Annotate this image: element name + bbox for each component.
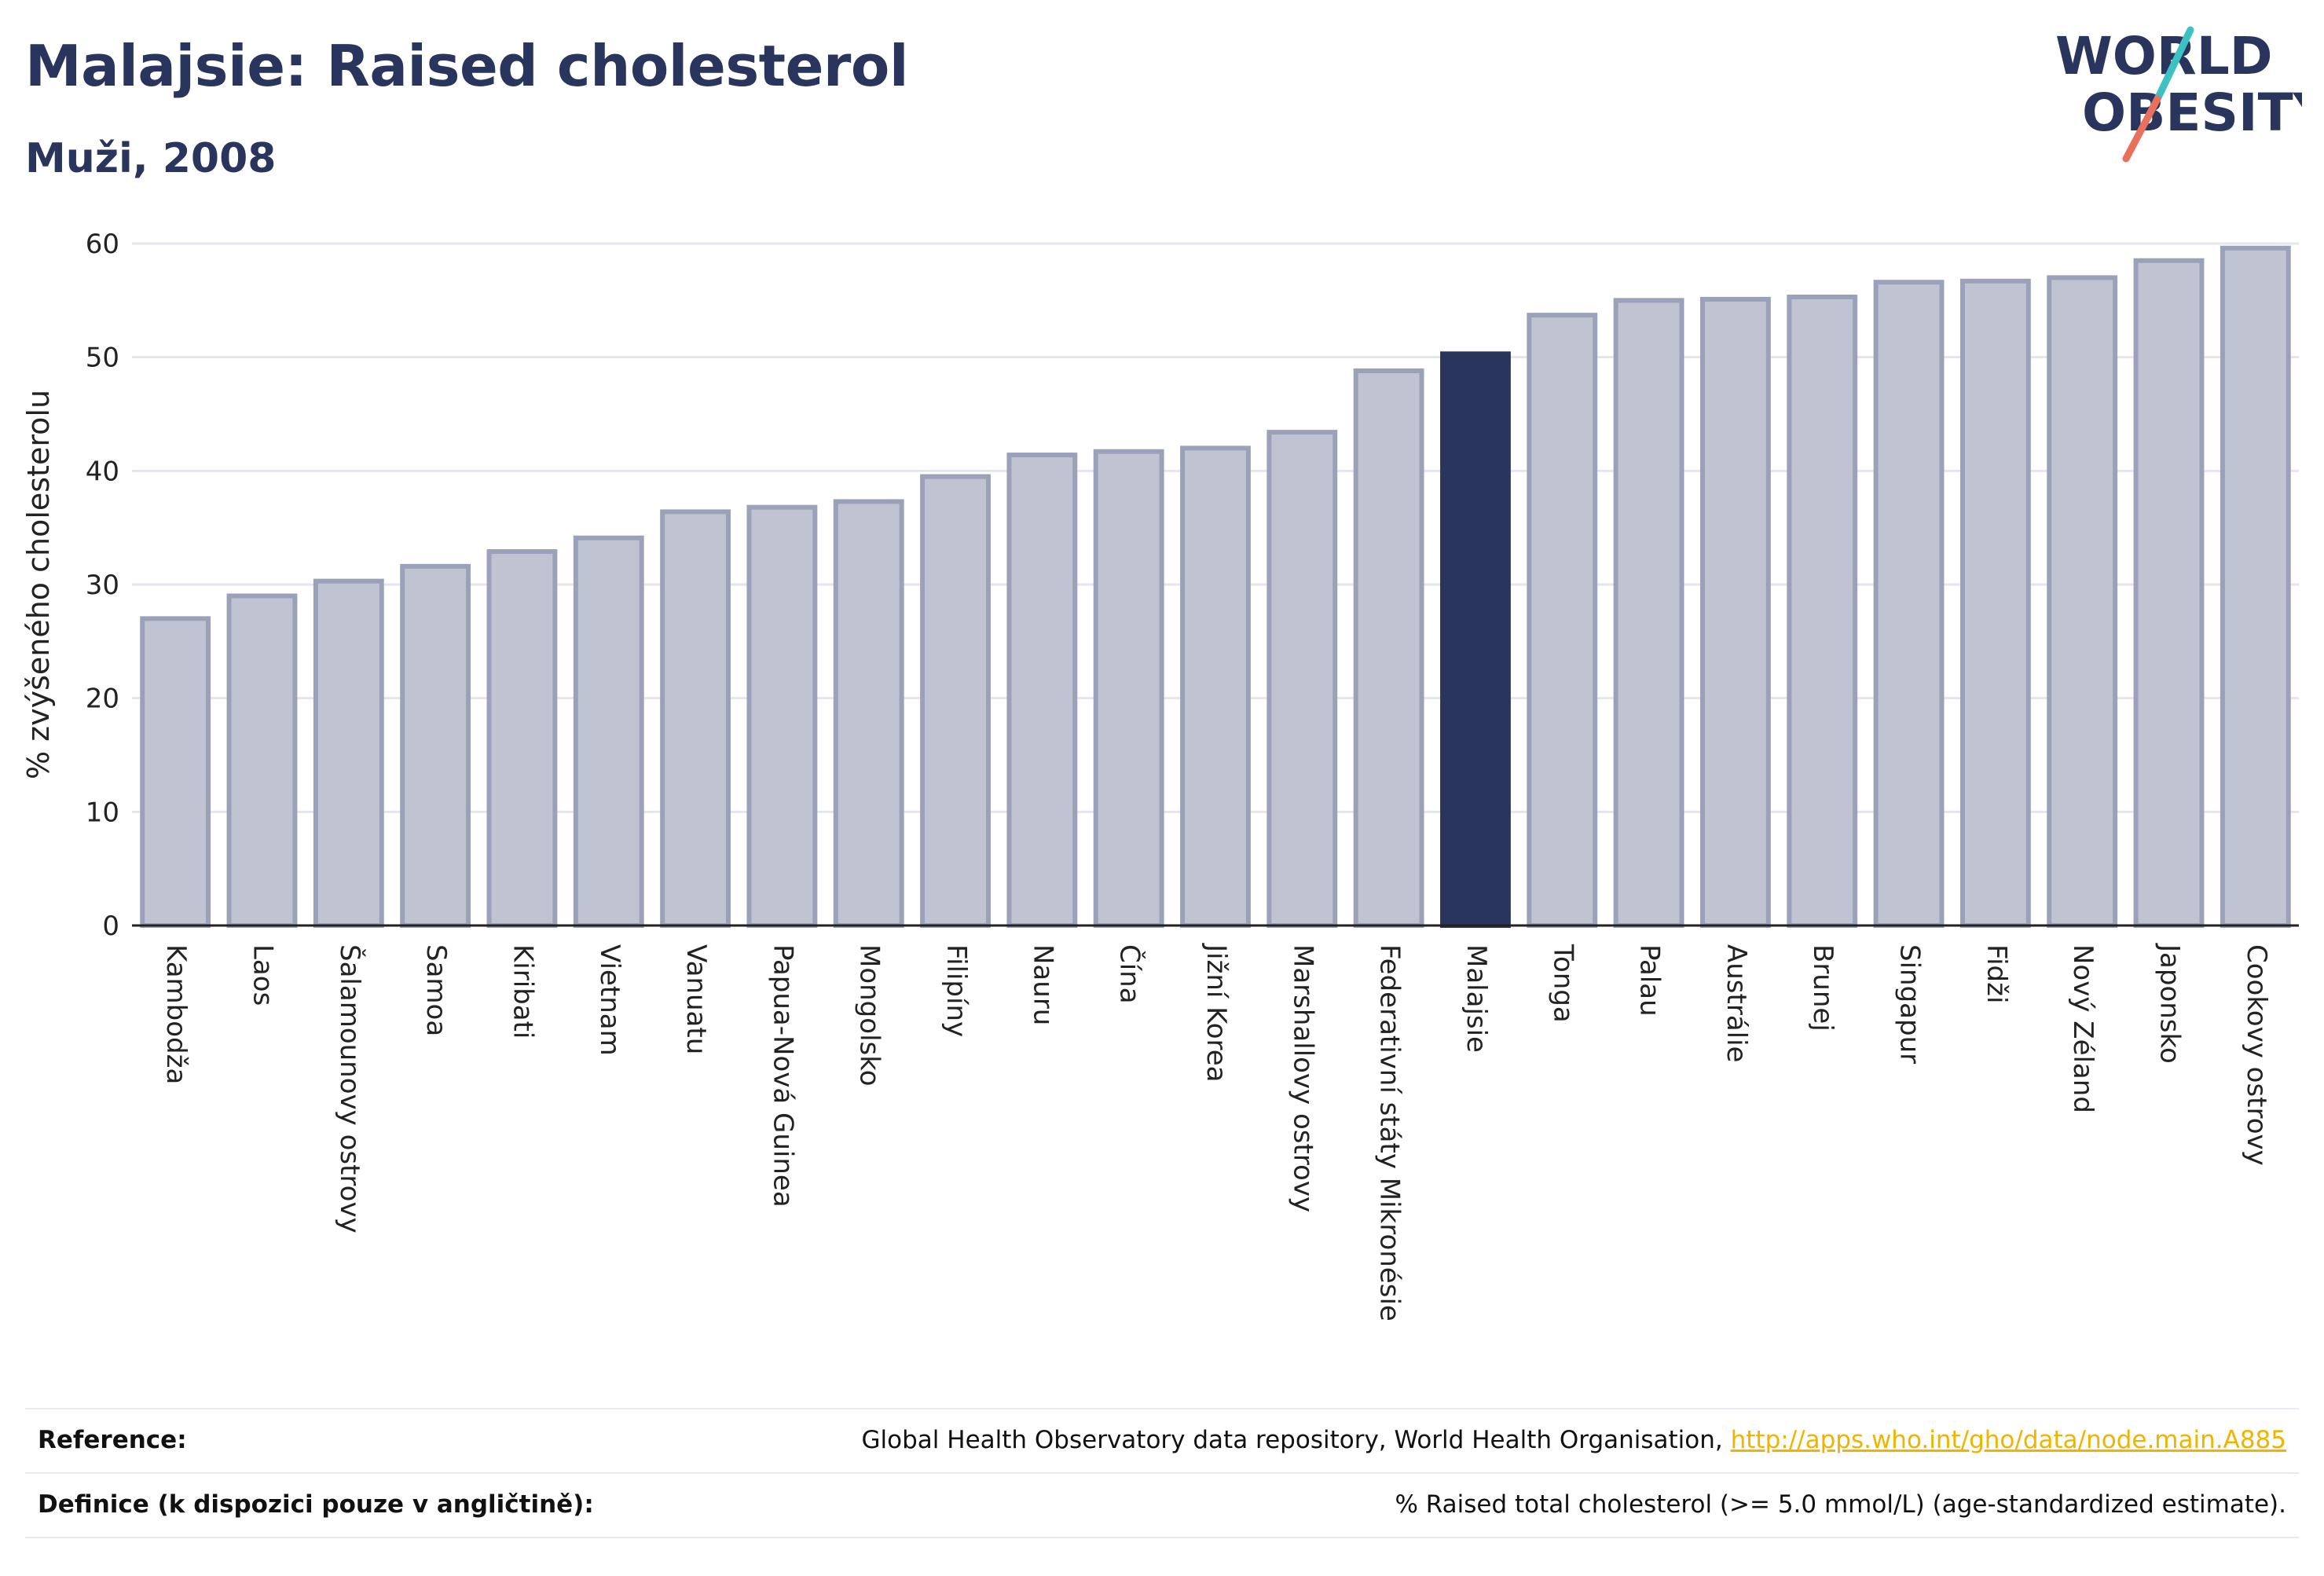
bar [1093,449,1164,928]
world-obesity-logo: WORLD OBESITY [2051,24,2302,165]
bar [1787,294,1858,928]
x-tick-label: Malajsie [1461,944,1492,1053]
bar [1959,278,2031,928]
bar [1527,313,1598,928]
bar [1699,296,1771,928]
logo-slash-coral [2122,95,2161,163]
x-tick-label: Japonsko [2154,943,2186,1064]
y-tick-label: 0 [102,911,119,942]
x-tick-label: Papua-Nová Guinea [767,944,798,1208]
x-tick-label: Nauru [1027,944,1058,1025]
bar [2220,245,2291,928]
reference-label: Reference: [38,1426,187,1454]
x-tick-label: Laos [247,944,278,1006]
bar [746,504,818,928]
reference-value: Global Health Observatory data repositor… [862,1426,2286,1454]
x-tick-label: Austrálie [1721,944,1752,1062]
bar [1180,445,1251,928]
x-tick-label: Čína [1114,944,1146,1004]
definition-label: Definice (k dispozici pouze v angličtině… [38,1490,594,1519]
x-tick-label: Jižní Korea [1200,943,1232,1083]
bar-chart: 0 10 20 30 40 50 60 Kambodža Laos Šalamounovy ost… [21,229,2299,1321]
bar-highlighted [1440,351,1511,928]
bar [833,499,904,928]
bar [1353,368,1424,928]
bar [660,509,731,928]
y-tick-label: 10 [86,797,119,828]
definition-row: Definice (k dispozici pouze v angličtině… [25,1472,2299,1535]
y-tick-label: 20 [86,684,119,715]
x-tick-label: Kambodža [160,944,192,1084]
y-tick-label: 30 [86,570,119,601]
bar [2133,258,2205,928]
bar [1873,280,1945,929]
logo-line1: WORLD [2055,26,2273,86]
y-axis-title: % zvýšeného cholesterolu [21,390,56,779]
page-title: Malajsie: Raised cholesterol [25,33,909,99]
reference-text: Global Health Observatory data repositor… [861,1426,1731,1454]
x-tick-label: Vanuatu [680,944,712,1054]
y-tick-label: 50 [86,343,119,374]
definition-text: % Raised total cholesterol (>= 5.0 mmol/… [1395,1490,2286,1519]
bar [1613,298,1684,929]
x-tick-label: Šalamounovy ostrovy [334,944,366,1233]
x-tick-label: Samoa [420,944,452,1036]
x-tick-label: Mongolsko [854,944,885,1087]
x-tick-label: Fidži [1981,944,2012,1003]
y-tick-label: 40 [86,456,119,487]
bar [486,549,558,929]
logo-line2: OBESITY [2082,82,2302,143]
bar [400,563,471,928]
logo-slash-teal [2154,26,2194,103]
x-tick-label: Vietnam [594,944,625,1056]
bar [226,593,298,928]
bar [1006,453,1078,928]
bar [1266,430,1338,928]
reference-row: Reference: Global Health Observatory dat… [25,1408,2299,1471]
bar [573,535,644,928]
bar [2047,275,2118,928]
axes: 0 10 20 30 40 50 60 Kambodža Laos Šalamounovy ost… [86,229,2299,1321]
bar [920,474,991,928]
x-tick-label: Cookovy ostrovy [2241,944,2272,1166]
x-tick-label: Palau [1634,944,1666,1017]
x-tick-label: Nový Zéland [2067,944,2099,1113]
x-tick-label: Kiribati [507,944,538,1039]
bar [140,616,211,929]
x-tick-label: Filipíny [940,944,972,1037]
x-tick-label: Singapur [1894,944,1926,1064]
reference-link[interactable]: http://apps.who.int/gho/data/node.main.A… [1730,1426,2286,1454]
y-tick-label: 60 [86,229,119,260]
x-tick-label: Tonga [1547,944,1578,1023]
x-tick-label: Brunej [1807,944,1838,1032]
bar [313,578,384,928]
bars [140,245,2291,929]
x-tick-label: Marshallovy ostrovy [1287,944,1318,1212]
footer-divider [25,1537,2299,1538]
x-tick-label: Federativní státy Mikronésie [1374,944,1406,1321]
page-subtitle: Muži, 2008 [25,135,277,182]
